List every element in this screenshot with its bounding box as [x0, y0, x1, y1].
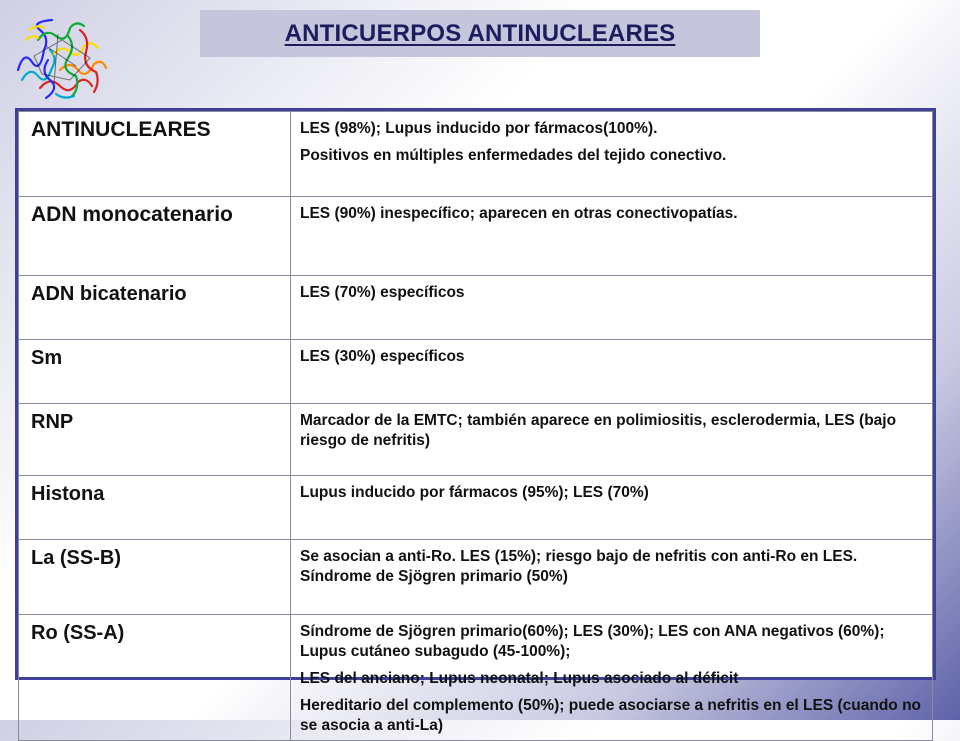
table-row: ADN monocatenario LES (90%) inespecífico…: [18, 196, 933, 276]
title-banner: ANTICUERPOS ANTINUCLEARES: [200, 10, 760, 57]
table-row: Sm LES (30%) específicos: [18, 339, 933, 404]
antibody-table: ANTINUCLEARES LES (98%); Lupus inducido …: [15, 108, 936, 741]
antibody-description-cell: LES (98%); Lupus inducido por fármacos(1…: [290, 111, 933, 197]
description-line: Se asocian a anti-Ro. LES (15%); riesgo …: [300, 548, 858, 585]
antibody-name-cell: Histona: [18, 475, 291, 540]
page-title: ANTICUERPOS ANTINUCLEARES: [284, 19, 676, 47]
table-row: Ro (SS-A) Síndrome de Sjögren primario(6…: [18, 614, 933, 741]
antibody-name: Sm: [31, 347, 63, 369]
protein-structure-icon: [10, 10, 114, 104]
antibody-name: RNP: [31, 411, 74, 433]
antibody-name: Histona: [31, 483, 105, 505]
antibody-name-cell: RNP: [18, 403, 291, 476]
table-row: RNP Marcador de la EMTC; también aparece…: [18, 403, 933, 476]
description-line: Marcador de la EMTC; también aparece en …: [300, 412, 897, 449]
antibody-name: ANTINUCLEARES: [31, 118, 211, 141]
antibody-description-cell: LES (90%) inespecífico; aparecen en otra…: [290, 196, 933, 276]
table-row: ADN bicatenario LES (70%) específicos: [18, 275, 933, 340]
description-line: LES (30%) específicos: [300, 348, 465, 365]
antibody-description-cell: Síndrome de Sjögren primario(60%); LES (…: [290, 614, 933, 741]
description-line: Hereditario del complemento (50%); puede…: [300, 697, 922, 734]
table-row: Histona Lupus inducido por fármacos (95%…: [18, 475, 933, 540]
antibody-name-cell: La (SS-B): [18, 539, 291, 615]
table-row: ANTINUCLEARES LES (98%); Lupus inducido …: [18, 111, 933, 197]
description-line: Síndrome de Sjögren primario(60%); LES (…: [300, 623, 885, 660]
antibody-name-cell: ADN bicatenario: [18, 275, 291, 340]
antibody-name-cell: Ro (SS-A): [18, 614, 291, 741]
antibody-name-cell: ADN monocatenario: [18, 196, 291, 276]
description-line: LES (70%) específicos: [300, 284, 465, 301]
antibody-name-cell: Sm: [18, 339, 291, 404]
antibody-name: ADN monocatenario: [31, 203, 233, 226]
table-row: La (SS-B) Se asocian a anti-Ro. LES (15%…: [18, 539, 933, 615]
antibody-description-cell: LES (70%) específicos: [290, 275, 933, 340]
description-line: Positivos en múltiples enfermedades del …: [300, 147, 727, 164]
antibody-description-cell: Marcador de la EMTC; también aparece en …: [290, 403, 933, 476]
table-body: ANTINUCLEARES LES (98%); Lupus inducido …: [18, 111, 933, 741]
description-line: Lupus inducido por fármacos (95%); LES (…: [300, 484, 649, 501]
antibody-table-grid: ANTINUCLEARES LES (98%); Lupus inducido …: [18, 111, 933, 741]
antibody-name: ADN bicatenario: [31, 283, 187, 305]
description-line: LES del anciano; Lupus neonatal; Lupus a…: [300, 670, 739, 687]
antibody-description-cell: Lupus inducido por fármacos (95%); LES (…: [290, 475, 933, 540]
description-line: LES (98%); Lupus inducido por fármacos(1…: [300, 120, 658, 137]
antibody-description-cell: Se asocian a anti-Ro. LES (15%); riesgo …: [290, 539, 933, 615]
antibody-name: Ro (SS-A): [31, 622, 125, 644]
antibody-name-cell: ANTINUCLEARES: [18, 111, 291, 197]
antibody-description-cell: LES (30%) específicos: [290, 339, 933, 404]
antibody-name: La (SS-B): [31, 547, 121, 569]
description-line: LES (90%) inespecífico; aparecen en otra…: [300, 205, 738, 222]
